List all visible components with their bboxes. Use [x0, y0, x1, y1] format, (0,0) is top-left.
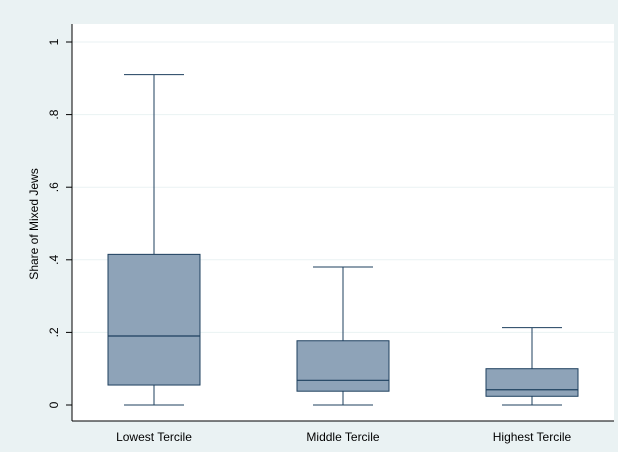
- x-category-label: Lowest Tercile: [116, 430, 192, 444]
- y-tick-label: .6: [47, 182, 61, 192]
- box-2: [296, 266, 390, 406]
- box-iqr: [107, 253, 201, 386]
- box-iqr: [485, 368, 579, 397]
- axes: [66, 24, 614, 422]
- x-category-label: Highest Tercile: [493, 430, 572, 444]
- y-tick-label: .2: [47, 327, 61, 337]
- boxes: [107, 74, 579, 406]
- box-iqr: [296, 340, 390, 392]
- labels: 0 .2 .4 .6 .8 1 Lowest Tercile Middle Tercile Hi…: [47, 38, 572, 444]
- y-axis-label: Share of Mixed Jews: [27, 168, 41, 279]
- y-tick-label: .8: [47, 109, 61, 119]
- x-category-label: Middle Tercile: [306, 430, 379, 444]
- box-1: [107, 74, 201, 406]
- y-tick-label: 1: [47, 38, 61, 45]
- box-3: [485, 327, 579, 406]
- y-tick-label: .4: [47, 254, 61, 264]
- y-tick-label: 0: [47, 401, 61, 408]
